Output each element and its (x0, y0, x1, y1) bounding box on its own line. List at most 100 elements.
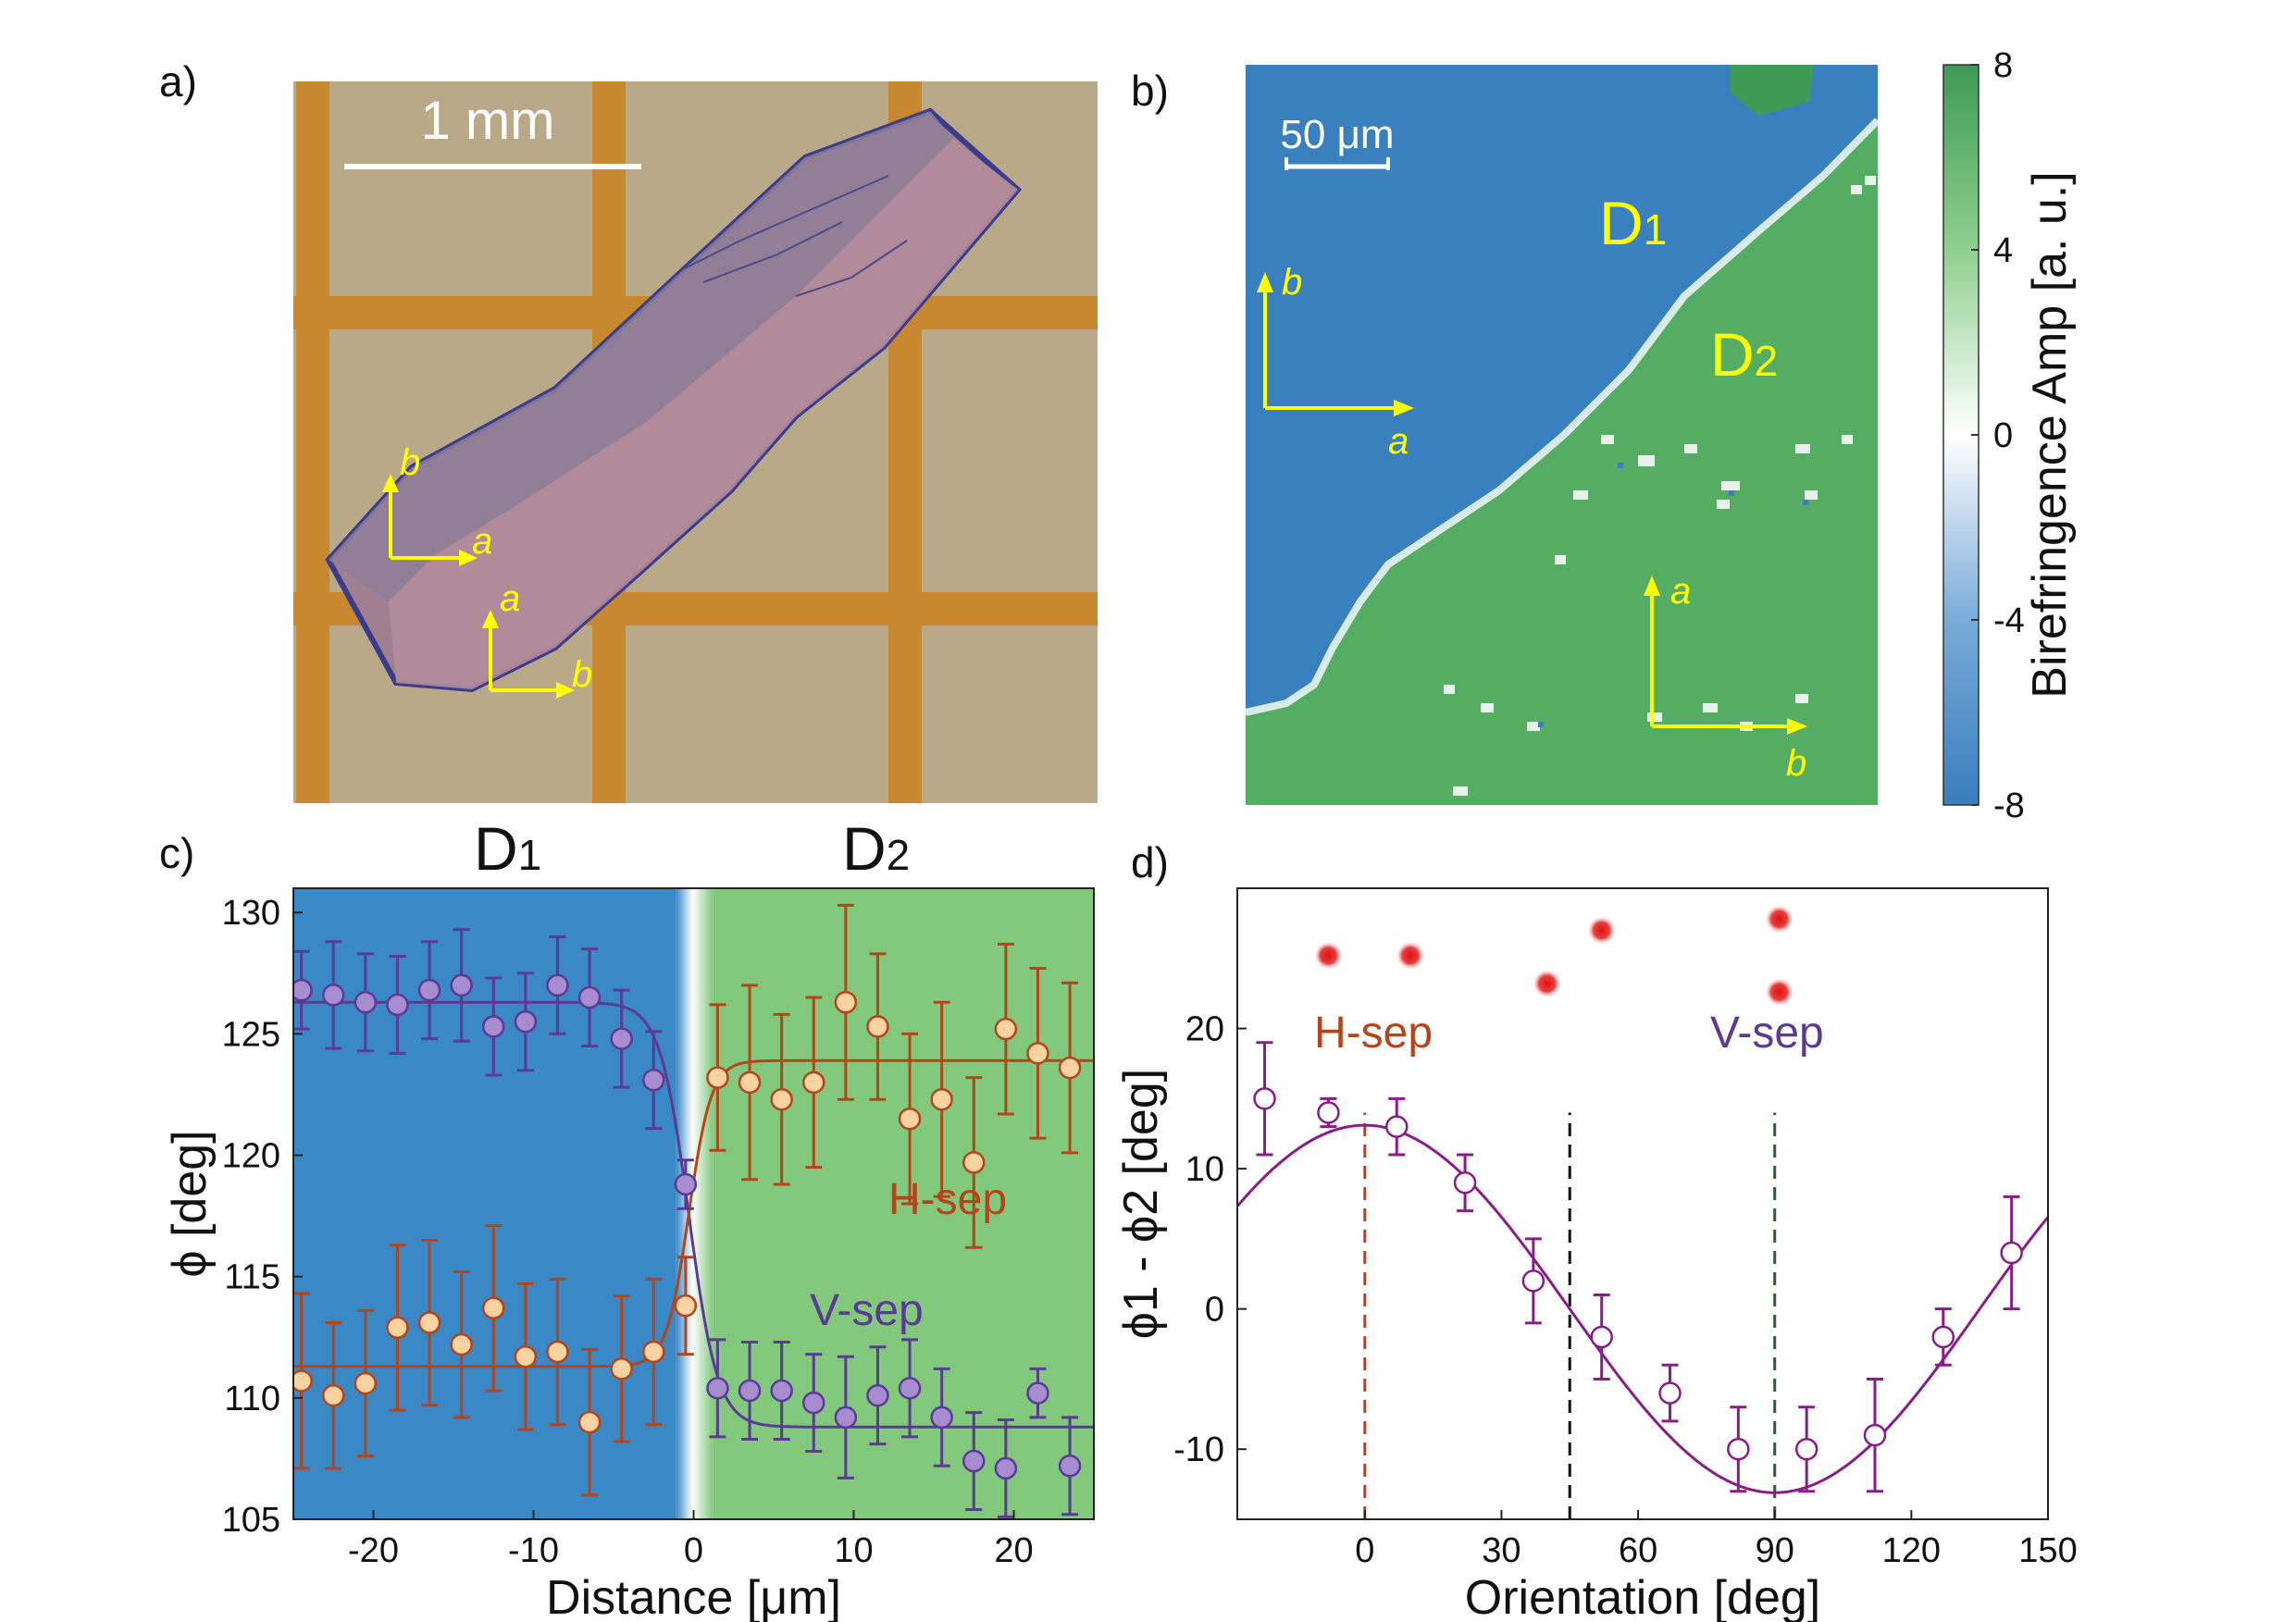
data-point-v-sep (546, 973, 569, 997)
data-point-h-sep (386, 1316, 409, 1340)
y-tick-label: 125 (222, 1015, 280, 1054)
hsep-line-label: H-sep (1314, 1009, 1433, 1058)
colorbar-tick-label: 8 (1993, 46, 2013, 85)
x-tick-label: 10 (834, 1531, 873, 1570)
data-point (1931, 1325, 1955, 1349)
x-tick-label: 90 (1756, 1531, 1794, 1570)
y-tick-label: 110 (224, 1380, 280, 1418)
data-point-h-sep (994, 1017, 1018, 1041)
vsep-series-label: V-sep (810, 1286, 924, 1335)
x-axis-label: Orientation [deg] (1465, 1571, 1820, 1622)
plot-d-axes: 0 30 60 90 120 150 -10 0 10 20 Orientation [deg] ϕ1… (1114, 887, 2078, 1622)
y-tick-label: 10 (1185, 1150, 1224, 1189)
data-point (2000, 1241, 2023, 1265)
laue-spot (1764, 904, 1794, 935)
colorbar: 8 4 0 -4 -8 Birefringence Amp [a. u.] (1942, 46, 2077, 825)
x-tick-label: 30 (1482, 1531, 1520, 1570)
data-point-h-sep (802, 1071, 825, 1095)
axes-arrows-d2: a b (1644, 571, 1807, 784)
data-point-v-sep (1026, 1381, 1049, 1405)
data-point-v-sep (514, 1010, 538, 1034)
data-point-h-sep (962, 1151, 986, 1174)
y-axis-label: ϕ [deg] (163, 1130, 217, 1277)
laue-spot (1313, 940, 1344, 971)
colorbar-tick-label: 0 (1993, 416, 2013, 455)
domain-boundary (676, 888, 714, 1519)
axis-label-a-upper: a (472, 521, 492, 562)
y-tick-label: 130 (222, 894, 280, 933)
x-tick-label: 20 (994, 1531, 1033, 1570)
data-point-h-sep (1026, 1042, 1049, 1065)
x-axis-label: Distance [μm] (546, 1571, 841, 1622)
data-point-v-sep (354, 991, 378, 1014)
data-point-v-sep (770, 1379, 793, 1403)
data-point (1253, 1087, 1276, 1110)
data-point-h-sep (770, 1087, 793, 1111)
laue-spot (1764, 977, 1794, 1008)
data-point-v-sep (322, 984, 345, 1007)
data-point-v-sep (834, 1405, 858, 1430)
plot-c-area (293, 888, 1094, 1519)
domain-1-background (293, 888, 676, 1519)
data-point-v-sep (738, 1379, 762, 1403)
axis-label-a-lower: a (500, 578, 520, 619)
data-point (1453, 1171, 1477, 1195)
data-point (1317, 1101, 1340, 1124)
data-point-h-sep (834, 991, 858, 1014)
colorbar-tick-label: 4 (1993, 231, 2013, 270)
data-point-v-sep (898, 1377, 922, 1400)
x-tick-label: 150 (2018, 1531, 2077, 1570)
data-point-v-sep (577, 985, 602, 1009)
data-point-v-sep (674, 1172, 698, 1196)
data-point-v-sep (1058, 1455, 1082, 1478)
domain-2-label: D2 (1710, 320, 1778, 389)
data-point-v-sep (706, 1377, 729, 1400)
y-tick-label: 105 (222, 1501, 280, 1540)
data-point-h-sep (482, 1296, 505, 1320)
axis-label-b-upper: b (400, 442, 420, 483)
colorbar-label: Birefringence Amp [a. u.] (2023, 171, 2077, 698)
axis-label-b-lower: b (572, 654, 592, 695)
laue-spot (1586, 915, 1617, 946)
y-tick-label: 0 (1205, 1291, 1224, 1330)
data-point-h-sep (610, 1357, 633, 1381)
x-tick-label: 120 (1882, 1531, 1941, 1570)
data-point (1590, 1325, 1613, 1349)
data-point-h-sep (577, 1410, 602, 1434)
fit-curve (1237, 1123, 2048, 1494)
axis-label-b-d2: b (1786, 743, 1806, 784)
panel-b-label: b) (1131, 67, 1169, 115)
plot-d-area (1237, 888, 2048, 1519)
data-point-v-sep (610, 1027, 633, 1050)
data-point-v-sep (994, 1456, 1018, 1480)
hsep-series-label: H-sep (888, 1175, 1007, 1224)
data-point-v-sep (962, 1449, 986, 1473)
data-point-v-sep (293, 978, 313, 1002)
x-tick-label: -10 (508, 1531, 559, 1570)
data-point-h-sep (417, 1311, 441, 1334)
data-point-h-sep (450, 1332, 473, 1356)
axis-label-b-d1: b (1282, 262, 1302, 303)
y-tick-label: 115 (224, 1258, 280, 1297)
x-tick-label: 0 (684, 1531, 703, 1570)
axes-arrows-lower: a b (482, 578, 592, 699)
y-tick-label: 120 (222, 1137, 280, 1176)
data-point-h-sep (293, 1369, 313, 1393)
domain-1-header: D1 (474, 814, 541, 883)
domain-2-header: D2 (842, 814, 910, 883)
data-point-h-sep (706, 1066, 729, 1089)
data-point (1794, 1437, 1818, 1461)
laue-spot (1532, 969, 1562, 999)
data-point-v-sep (386, 993, 409, 1017)
data-point-h-sep (738, 1071, 762, 1095)
data-point-h-sep (866, 1015, 889, 1038)
axis-label-a-d1: a (1388, 421, 1409, 462)
colorbar-tick-label: -4 (1993, 601, 2025, 640)
axes-arrows-upper: b a (382, 442, 492, 566)
y-axis-label: ϕ1 - ϕ2 [deg] (1114, 1069, 1168, 1339)
scale-bar-b-label: 50 μm (1280, 112, 1394, 157)
data-point-h-sep (930, 1087, 953, 1111)
data-point-v-sep (482, 1015, 505, 1038)
data-point-h-sep (514, 1345, 538, 1368)
